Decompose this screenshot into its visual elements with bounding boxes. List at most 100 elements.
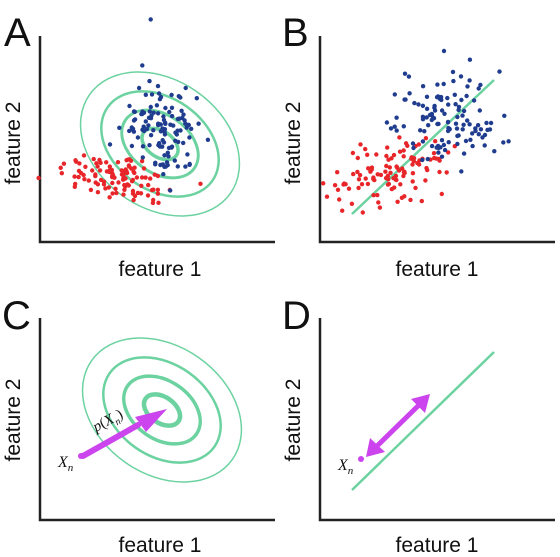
blue-point — [117, 125, 122, 130]
blue-point — [442, 111, 447, 117]
red-point — [88, 187, 94, 193]
red-point — [139, 159, 145, 164]
red-point — [324, 194, 330, 199]
red-point — [423, 136, 429, 141]
blue-point — [453, 121, 459, 126]
red-point — [115, 160, 121, 165]
ylabel-a: feature 2 — [2, 102, 25, 185]
axes-b — [318, 36, 555, 244]
red-point — [392, 185, 397, 190]
red-point — [83, 164, 88, 169]
blue-point — [394, 115, 399, 120]
fit-line-d — [351, 351, 495, 491]
blue-point — [437, 96, 443, 102]
projection-arrowhead-end — [411, 394, 430, 413]
red-point — [371, 193, 376, 198]
blue-point — [439, 108, 445, 113]
panel-d: D Xn feature 1 feature 2 — [282, 294, 555, 557]
blue-point — [162, 132, 168, 137]
blue-point — [148, 133, 154, 138]
blue-point — [153, 160, 158, 165]
blue-point — [452, 92, 457, 98]
blue-point — [460, 127, 465, 132]
red-point — [369, 165, 375, 170]
red-point — [94, 161, 99, 166]
blue-point — [410, 141, 416, 146]
blue-point — [403, 97, 408, 102]
blue-point — [196, 121, 201, 126]
blue-point — [411, 145, 416, 151]
red-point — [95, 190, 101, 195]
blue-point — [455, 141, 460, 147]
red-point — [401, 173, 406, 179]
blue-point — [148, 104, 153, 110]
blue-point — [149, 92, 155, 97]
red-point — [444, 170, 449, 175]
blue-point — [127, 103, 132, 109]
red-point — [340, 208, 345, 213]
ylabel-d: feature 2 — [282, 379, 305, 462]
blue-point — [158, 162, 163, 168]
red-point — [385, 182, 391, 187]
scatter-a — [36, 17, 211, 206]
red-point — [391, 152, 397, 158]
red-point — [356, 185, 361, 191]
blue-point — [183, 121, 188, 126]
blue-point — [439, 154, 445, 159]
blue-point — [161, 172, 166, 177]
red-point — [386, 157, 391, 162]
red-point — [148, 176, 153, 181]
red-point — [432, 155, 437, 161]
contour-ring-2 — [102, 356, 222, 464]
blue-point — [447, 127, 452, 132]
red-point — [446, 150, 451, 155]
red-point — [416, 142, 421, 147]
point-xn-c — [78, 453, 84, 459]
red-point — [399, 195, 405, 200]
blue-point — [463, 138, 469, 144]
red-point — [337, 197, 342, 202]
blue-point — [169, 144, 175, 149]
projection-arrow-shaft — [372, 401, 423, 451]
blue-point — [156, 121, 161, 126]
panel-c: C Xn p(Xn) feature 1 feature 2 — [2, 294, 275, 557]
red-point — [129, 166, 134, 171]
blue-point — [181, 140, 186, 146]
blue-point — [424, 115, 429, 120]
red-point — [103, 186, 108, 191]
blue-point — [402, 71, 408, 76]
red-point — [91, 156, 96, 162]
blue-point — [477, 108, 482, 113]
blue-point — [178, 128, 183, 133]
red-point — [363, 176, 368, 181]
panel-b: B feature 1 feature 2 — [282, 11, 555, 281]
blue-point — [442, 147, 448, 153]
blue-point — [431, 116, 437, 121]
blue-point — [181, 112, 186, 117]
blue-point — [420, 157, 425, 163]
contour-ring-1 — [81, 337, 243, 483]
blue-point — [420, 114, 426, 120]
red-point — [439, 191, 444, 197]
red-point — [419, 198, 424, 204]
blue-point — [147, 143, 152, 148]
red-point — [110, 173, 115, 179]
blue-point — [163, 105, 168, 111]
blue-point — [183, 85, 188, 91]
blue-point — [482, 143, 487, 148]
blue-point — [140, 109, 145, 114]
red-point — [393, 173, 399, 179]
red-point — [121, 172, 126, 177]
blue-point — [179, 108, 184, 114]
red-point — [401, 148, 406, 153]
blue-point — [435, 121, 440, 127]
red-point — [132, 165, 137, 170]
red-point — [365, 152, 370, 157]
red-point — [425, 167, 430, 173]
red-point — [387, 165, 392, 170]
blue-point — [441, 81, 446, 87]
red-point — [423, 178, 428, 183]
red-point — [388, 170, 393, 175]
blue-point — [492, 149, 497, 154]
